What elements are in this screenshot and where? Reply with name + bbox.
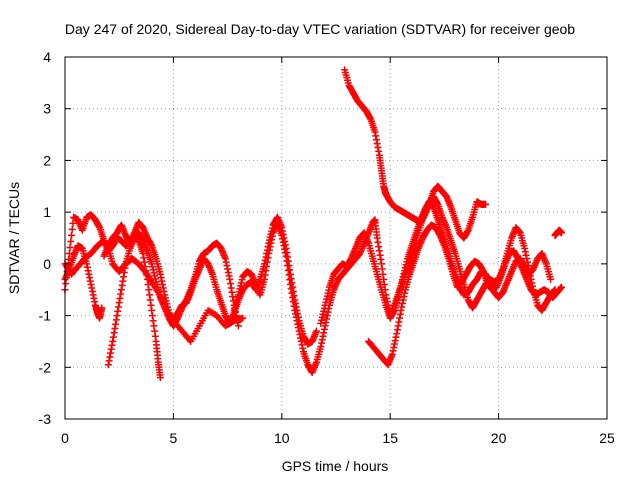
- series-track-10: [551, 226, 565, 239]
- x-tick-label: 15: [382, 430, 398, 446]
- y-tick-label: 4: [43, 49, 51, 65]
- data-point: [482, 200, 490, 208]
- data-point: [65, 250, 73, 258]
- data-point: [67, 237, 75, 245]
- data-point: [312, 327, 320, 335]
- data-point: [557, 229, 565, 237]
- plot-frame: [64, 56, 608, 420]
- data-point: [557, 283, 565, 291]
- data-point: [68, 231, 76, 239]
- y-tick-label: 3: [43, 101, 51, 117]
- x-tick-label: 0: [61, 430, 69, 446]
- axis-ticks: 0 5 10 15 20 25 -3 -2 -1 0 1 2 3 4: [39, 49, 615, 446]
- chart-title: Day 247 of 2020, Sidereal Day-to-day VTE…: [65, 21, 575, 37]
- data-series: [61, 66, 565, 382]
- y-axis-label: SDTVAR / TECUs: [6, 182, 22, 294]
- x-axis-label: GPS time / hours: [282, 458, 389, 474]
- y-tick-label: 2: [43, 152, 51, 168]
- data-point: [234, 322, 242, 330]
- x-tick-label: 25: [599, 430, 615, 446]
- data-point: [239, 314, 247, 322]
- data-point: [156, 374, 164, 382]
- data-point: [547, 275, 555, 283]
- x-tick-label: 10: [274, 430, 290, 446]
- data-point: [68, 225, 76, 233]
- y-tick-label: 0: [43, 256, 51, 272]
- y-tick-label: -2: [39, 359, 52, 375]
- y-tick-label: 1: [43, 204, 51, 220]
- series-track-7: [341, 66, 490, 242]
- data-point: [66, 243, 74, 251]
- series-track-9: [365, 221, 565, 369]
- x-tick-label: 5: [170, 430, 178, 446]
- y-tick-label: -3: [39, 411, 52, 427]
- series-track-3: [61, 237, 247, 345]
- data-point: [69, 219, 77, 227]
- x-tick-label: 20: [491, 430, 507, 446]
- data-point: [98, 304, 106, 312]
- y-tick-label: -1: [39, 308, 52, 324]
